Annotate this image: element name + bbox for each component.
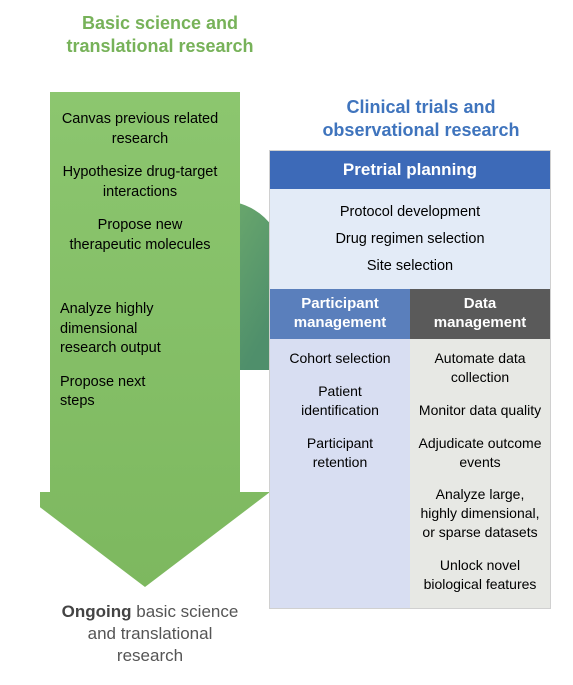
dm-item: Analyze large, highly dimensional, or sp… [418,485,542,542]
pretrial-item: Drug regimen selection [278,226,542,253]
pm-item: Patient identification [278,382,402,420]
arrow-item: Propose new therapeutic molecules [60,216,220,255]
pm-item: Participant retention [278,434,402,472]
clinical-table: Pretrial planning Protocol development D… [269,150,551,609]
ongoing-label: Ongoing basic science and translational … [60,601,240,667]
sub-bodies: Cohort selection Patient identification … [270,339,550,608]
arrow-item: Propose next steps [60,373,180,412]
dm-item: Monitor data quality [418,401,542,420]
data-mgmt-body: Automate data collection Monitor data qu… [410,339,550,608]
pretrial-body: Protocol development Drug regimen select… [270,189,550,289]
sub-headers: Participant management Data management [270,289,550,339]
dm-item: Unlock novel biological features [418,556,542,594]
ongoing-strong: Ongoing [62,602,132,621]
pretrial-item: Protocol development [278,199,542,226]
arrow-item: Analyze highly dimensional research outp… [60,300,180,359]
dm-item: Adjudicate outcome events [418,434,542,472]
basic-science-title: Basic science and translational research [60,12,260,57]
pretrial-header: Pretrial planning [270,151,550,189]
clinical-trials-title: Clinical trials and observational resear… [291,96,551,141]
arrow-item: Canvas previous related research [60,110,220,149]
participant-mgmt-body: Cohort selection Patient identification … [270,339,410,608]
pm-item: Cohort selection [278,349,402,368]
pretrial-item: Site selection [278,253,542,280]
arrow-upper-text: Canvas previous related research Hypothe… [60,110,220,269]
participant-mgmt-header: Participant management [270,289,410,339]
data-mgmt-header: Data management [410,289,550,339]
arrow-item: Hypothesize drug-target interactions [60,163,220,202]
dm-item: Automate data collection [418,349,542,387]
basic-science-arrow: Canvas previous related research Hypothe… [40,92,270,592]
arrow-lower-text: Analyze highly dimensional research outp… [60,300,180,426]
